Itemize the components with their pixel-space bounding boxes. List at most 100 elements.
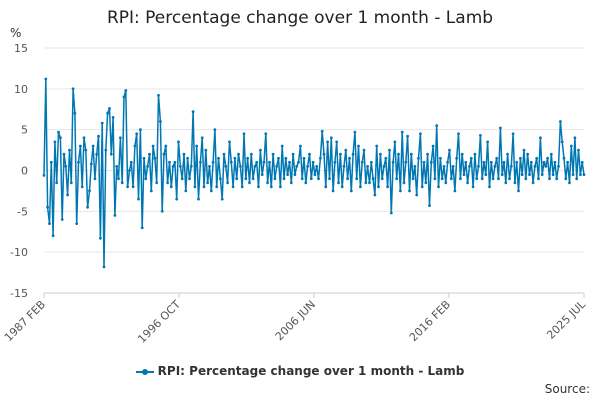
data-point[interactable] xyxy=(113,214,117,217)
data-point[interactable] xyxy=(117,177,120,181)
data-point[interactable] xyxy=(417,156,420,160)
data-point[interactable] xyxy=(373,193,377,197)
data-point[interactable] xyxy=(124,89,128,92)
data-point[interactable] xyxy=(486,140,489,144)
data-point[interactable] xyxy=(469,156,473,160)
data-point[interactable] xyxy=(215,185,219,189)
data-point[interactable] xyxy=(162,152,166,156)
data-point[interactable] xyxy=(109,152,113,156)
data-point[interactable] xyxy=(253,165,257,168)
data-point[interactable] xyxy=(569,144,573,148)
data-point[interactable] xyxy=(324,185,328,189)
data-point[interactable] xyxy=(559,120,562,123)
data-point[interactable] xyxy=(457,132,460,136)
data-point[interactable] xyxy=(82,136,86,140)
data-point[interactable] xyxy=(88,189,91,193)
data-point[interactable] xyxy=(544,165,548,168)
data-point[interactable] xyxy=(242,132,246,136)
data-point[interactable] xyxy=(291,152,295,156)
data-point[interactable] xyxy=(362,148,366,152)
data-point[interactable] xyxy=(122,95,126,99)
data-point[interactable] xyxy=(195,144,199,148)
data-point[interactable] xyxy=(377,185,380,189)
data-point[interactable] xyxy=(455,156,459,160)
data-point[interactable] xyxy=(399,189,402,193)
data-point[interactable] xyxy=(480,177,484,181)
data-point[interactable] xyxy=(440,177,444,181)
data-point[interactable] xyxy=(153,156,157,160)
data-point[interactable] xyxy=(577,148,580,152)
data-point[interactable] xyxy=(237,152,240,156)
data-point[interactable] xyxy=(529,160,533,164)
data-point[interactable] xyxy=(582,173,586,177)
data-point[interactable] xyxy=(502,160,506,164)
data-point[interactable] xyxy=(453,189,457,193)
data-point[interactable] xyxy=(266,181,269,185)
data-point[interactable] xyxy=(375,144,379,148)
data-point[interactable] xyxy=(142,156,146,160)
data-point[interactable] xyxy=(246,156,250,160)
data-point[interactable] xyxy=(528,173,531,177)
data-point[interactable] xyxy=(233,156,237,160)
data-point[interactable] xyxy=(255,160,259,164)
data-point[interactable] xyxy=(526,152,529,156)
data-point[interactable] xyxy=(551,173,555,177)
data-point[interactable] xyxy=(535,156,539,160)
data-point[interactable] xyxy=(304,181,308,185)
data-point[interactable] xyxy=(309,177,313,181)
data-point[interactable] xyxy=(415,193,419,197)
data-point[interactable] xyxy=(360,160,364,164)
data-point[interactable] xyxy=(129,160,133,164)
data-point[interactable] xyxy=(260,173,264,177)
data-point[interactable] xyxy=(95,152,99,156)
data-point[interactable] xyxy=(364,181,368,185)
data-point[interactable] xyxy=(428,204,431,208)
data-point[interactable] xyxy=(220,197,224,201)
data-point[interactable] xyxy=(491,177,495,181)
data-point[interactable] xyxy=(349,189,353,193)
data-point[interactable] xyxy=(391,160,395,164)
data-point[interactable] xyxy=(144,177,148,181)
data-point[interactable] xyxy=(288,160,291,164)
data-point[interactable] xyxy=(493,165,497,168)
data-point[interactable] xyxy=(482,160,486,164)
data-point[interactable] xyxy=(91,144,95,148)
data-point[interactable] xyxy=(386,185,389,189)
data-point[interactable] xyxy=(344,148,348,152)
data-point[interactable] xyxy=(537,177,540,181)
data-point[interactable] xyxy=(395,177,399,181)
data-point[interactable] xyxy=(473,152,477,156)
data-point[interactable] xyxy=(342,165,346,168)
data-point[interactable] xyxy=(400,130,404,134)
data-point[interactable] xyxy=(155,181,159,185)
data-point[interactable] xyxy=(359,185,362,189)
data-point[interactable] xyxy=(44,77,48,81)
data-point[interactable] xyxy=(413,165,417,168)
data-point[interactable] xyxy=(393,140,397,144)
data-point[interactable] xyxy=(489,160,493,164)
data-point[interactable] xyxy=(104,148,108,152)
data-point[interactable] xyxy=(506,152,509,156)
data-point[interactable] xyxy=(531,181,535,185)
data-point[interactable] xyxy=(397,152,400,156)
data-point[interactable] xyxy=(444,181,448,185)
data-point[interactable] xyxy=(226,181,230,185)
data-point[interactable] xyxy=(111,116,115,119)
data-point[interactable] xyxy=(53,140,57,144)
data-point[interactable] xyxy=(449,177,453,181)
data-point[interactable] xyxy=(575,177,579,181)
data-point[interactable] xyxy=(131,185,135,189)
data-point[interactable] xyxy=(151,144,155,148)
data-point[interactable] xyxy=(293,173,297,177)
data-point[interactable] xyxy=(175,197,179,201)
data-point[interactable] xyxy=(59,136,62,140)
data-point[interactable] xyxy=(320,129,324,133)
data-point[interactable] xyxy=(448,148,451,152)
data-point[interactable] xyxy=(49,160,53,164)
data-point[interactable] xyxy=(239,165,242,168)
data-point[interactable] xyxy=(580,160,584,164)
data-point[interactable] xyxy=(509,165,513,168)
data-point[interactable] xyxy=(280,144,284,148)
data-point[interactable] xyxy=(106,111,109,115)
data-point[interactable] xyxy=(353,130,357,134)
